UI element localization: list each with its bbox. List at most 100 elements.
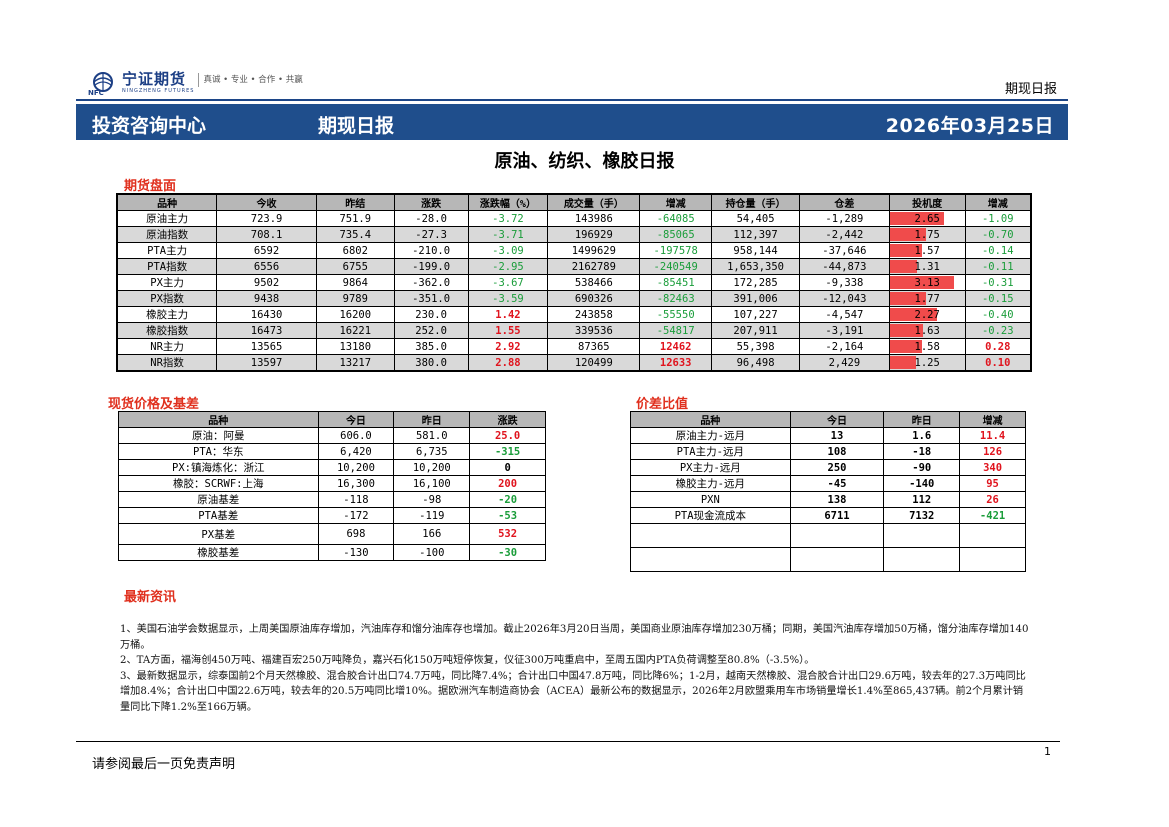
volume-change: -55550 [639, 306, 713, 323]
empty-cell [789, 547, 885, 572]
empty-cell [630, 547, 791, 572]
speculation-bar [890, 244, 922, 257]
speculation-value: 1.58 [914, 340, 940, 353]
spot-name: PTA：华东 [118, 443, 319, 460]
open-interest: 112,397 [711, 226, 800, 243]
column-header: 品种 [116, 193, 218, 211]
spot-row: PX:镇海炼化：浙江 10,200 10,200 0 [118, 459, 546, 476]
spot-yesterday: 6,735 [393, 443, 471, 460]
spread-today: 138 [789, 491, 885, 508]
speculation-bar [890, 356, 916, 369]
contract-name: NR主力 [116, 338, 218, 355]
oi-change: -37,646 [799, 242, 890, 259]
open-interest: 55,398 [711, 338, 800, 355]
empty-cell [789, 523, 885, 548]
spot-today: -118 [317, 491, 395, 508]
contract-name: NR指数 [116, 354, 218, 372]
spot-yesterday: 166 [393, 523, 471, 545]
open-interest: 958,144 [711, 242, 800, 259]
pct-change: -3.59 [467, 290, 549, 307]
spot-change: -20 [469, 491, 546, 508]
spot-name: 橡胶基差 [118, 544, 319, 561]
spread-header-row: 品种 今日 昨日 增减 [630, 411, 1026, 428]
spot-today: -172 [317, 507, 395, 524]
contract-name: 原油主力 [116, 210, 218, 227]
close-price: 9502 [216, 274, 317, 291]
spread-name: 橡胶主力-远月 [630, 475, 791, 492]
news-section-title: 最新资讯 [124, 590, 177, 605]
oi-change: -2,164 [799, 338, 890, 355]
spot-change: -53 [469, 507, 546, 524]
spread-row: 橡胶主力-远月 -45 -140 95 [630, 475, 1026, 492]
pct-change: -3.72 [467, 210, 549, 227]
speculation-bar [890, 260, 917, 273]
spot-yesterday: -98 [393, 491, 471, 508]
price-change: -199.0 [393, 258, 469, 275]
pct-change: -3.67 [467, 274, 549, 291]
spread-name: 原油主力-远月 [630, 427, 791, 444]
speculation-value: 2.65 [914, 212, 940, 225]
open-interest: 207,911 [711, 322, 800, 339]
oi-change: -44,873 [799, 258, 890, 275]
volume-change: -197578 [639, 242, 713, 259]
spread-row: PTA现金流成本 6711 7132 -421 [630, 507, 1026, 524]
spread-today: 250 [789, 459, 885, 476]
speculation-value: 1.63 [914, 324, 940, 337]
spot-change: 200 [469, 475, 546, 492]
column-header: 品种 [630, 411, 791, 428]
spread-yesterday: 112 [883, 491, 961, 508]
speculation-change: -0.11 [964, 258, 1032, 275]
pct-change: -2.95 [467, 258, 549, 275]
banner-date: 2026年03月25日 [885, 115, 1054, 137]
volume: 120499 [547, 354, 641, 372]
open-interest: 391,006 [711, 290, 800, 307]
disclaimer-link[interactable]: 请参阅最后一页免责声明 [92, 757, 236, 772]
contract-name: 橡胶指数 [116, 322, 218, 339]
column-header: 仓差 [799, 193, 890, 211]
logo-chinese-name: 宁证期货 [122, 70, 187, 88]
column-header: 昨日 [883, 411, 961, 428]
oi-change: -4,547 [799, 306, 890, 323]
speculation-bar [890, 340, 922, 353]
volume: 690326 [547, 290, 641, 307]
spread-section-title: 价差比值 [636, 397, 689, 412]
close-price: 6592 [216, 242, 317, 259]
spot-name: 橡胶：SCRWF:上海 [118, 475, 319, 492]
spot-today: 606.0 [317, 427, 395, 444]
price-change: -28.0 [393, 210, 469, 227]
speculation-cell: 3.13 [888, 274, 966, 291]
logo-abbr: NFC [88, 89, 104, 97]
open-interest: 1,653,350 [711, 258, 800, 275]
volume-change: 12633 [639, 354, 713, 372]
speculation-change: -0.70 [964, 226, 1032, 243]
speculation-change: 0.10 [964, 354, 1032, 372]
contract-name: PTA指数 [116, 258, 218, 275]
spread-name: PTA现金流成本 [630, 507, 791, 524]
page-number: 1 [1044, 745, 1051, 758]
speculation-cell: 1.75 [888, 226, 966, 243]
spot-name: PX基差 [118, 523, 319, 545]
pct-change: 1.55 [467, 322, 549, 339]
speculation-change: -0.31 [964, 274, 1032, 291]
spread-name: PX主力-远月 [630, 459, 791, 476]
close-price: 16430 [216, 306, 317, 323]
spot-yesterday: 581.0 [393, 427, 471, 444]
prev-settle: 13217 [315, 354, 395, 372]
speculation-cell: 1.63 [888, 322, 966, 339]
spot-price-table: 品种 今日 昨日 涨跌 原油：阿曼 606.0 581.0 25.0 PTA：华东 6,420 6… [118, 411, 546, 561]
spot-name: 原油基差 [118, 491, 319, 508]
speculation-change: -0.14 [964, 242, 1032, 259]
speculation-value: 1.31 [914, 260, 940, 273]
prev-settle: 13180 [315, 338, 395, 355]
spread-change: 340 [959, 459, 1026, 476]
spread-change: 126 [959, 443, 1026, 460]
globe-logo-icon: NFC [88, 71, 118, 97]
spot-yesterday: 16,100 [393, 475, 471, 492]
spot-change: -30 [469, 544, 546, 561]
news-item: 3、最新数据显示，综泰国前2个月天然橡胶、混合胶合计出口74.7万吨，同比降7.… [120, 670, 1026, 713]
prev-settle: 6802 [315, 242, 395, 259]
price-change: 230.0 [393, 306, 469, 323]
pct-change: -3.71 [467, 226, 549, 243]
empty-cell [959, 547, 1026, 572]
contract-name: PX指数 [116, 290, 218, 307]
